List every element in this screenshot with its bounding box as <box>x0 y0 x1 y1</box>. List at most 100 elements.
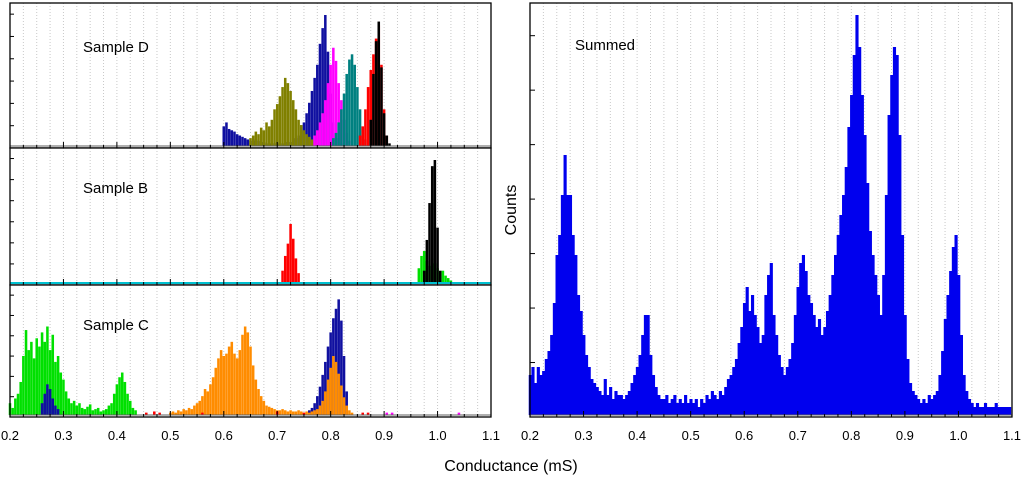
bar <box>193 405 196 415</box>
bar <box>874 275 878 415</box>
bar <box>177 410 180 415</box>
bar <box>686 403 690 415</box>
bar <box>732 367 736 415</box>
bar <box>110 403 113 415</box>
bar <box>983 403 988 415</box>
bar <box>324 15 327 146</box>
bar <box>51 398 55 415</box>
bar <box>11 407 14 415</box>
bar <box>72 400 76 415</box>
bar <box>436 227 439 283</box>
bar <box>46 384 49 415</box>
bar <box>337 299 340 415</box>
bar <box>892 47 897 415</box>
bar <box>201 412 204 415</box>
bar <box>552 303 556 415</box>
bar <box>324 100 327 146</box>
x-tick-label: 0.7 <box>268 428 286 443</box>
bar <box>721 395 725 415</box>
bar <box>654 387 658 415</box>
y-axis-title: Counts <box>503 185 520 236</box>
bar <box>235 134 239 146</box>
bar <box>917 399 921 415</box>
bar <box>374 41 378 147</box>
bar <box>769 263 773 415</box>
bar <box>590 379 594 415</box>
x-tick-label: 0.8 <box>322 428 340 443</box>
bar <box>286 83 290 146</box>
summed-label: Summed <box>575 37 635 54</box>
bar <box>630 383 634 415</box>
bar <box>30 341 33 415</box>
bar <box>321 400 324 415</box>
bar <box>737 343 741 415</box>
panel-sample-d <box>9 2 492 149</box>
bar <box>842 195 846 415</box>
bar <box>334 132 338 146</box>
x-tick-label: 1.0 <box>949 428 967 443</box>
bar <box>651 375 656 415</box>
bar <box>823 327 827 415</box>
bar <box>64 391 68 415</box>
bar <box>209 384 212 415</box>
bar <box>281 270 284 283</box>
bar <box>420 255 423 283</box>
bar <box>611 399 615 415</box>
bar <box>305 411 308 415</box>
bar <box>1000 407 1004 415</box>
bar <box>788 359 792 415</box>
bar <box>783 375 787 415</box>
bar <box>775 335 779 415</box>
bar <box>385 135 389 146</box>
bar <box>270 407 274 415</box>
bar <box>858 47 862 415</box>
bar <box>718 391 722 415</box>
bar <box>99 411 103 415</box>
bar <box>750 295 755 415</box>
bar <box>308 136 311 146</box>
x-tick-label: 0.4 <box>108 428 126 443</box>
bar <box>903 315 907 415</box>
bar <box>24 330 28 415</box>
bar <box>954 235 958 415</box>
bar <box>318 405 322 415</box>
bar <box>539 375 543 415</box>
bar <box>291 100 295 146</box>
bar <box>369 119 373 146</box>
panel-sample-b <box>9 147 492 286</box>
bar <box>433 160 437 283</box>
bar <box>318 122 322 146</box>
bar <box>289 410 292 415</box>
bar <box>555 255 559 415</box>
x-tick-label: 1.1 <box>482 428 500 443</box>
bar <box>550 335 554 415</box>
bar <box>217 358 220 415</box>
bar <box>388 143 391 146</box>
bar <box>14 398 17 415</box>
bar <box>249 138 252 146</box>
bar <box>334 60 338 146</box>
x-tick-label: 0.3 <box>575 428 593 443</box>
bar <box>40 332 44 415</box>
bar <box>78 403 81 415</box>
bar <box>1008 407 1012 415</box>
bar <box>62 379 65 415</box>
bar <box>361 126 365 146</box>
bar <box>957 275 961 415</box>
bar <box>225 122 228 146</box>
bar <box>908 383 913 415</box>
bar <box>659 399 664 415</box>
bar <box>257 389 260 415</box>
bar <box>825 311 830 415</box>
bar <box>281 87 284 146</box>
x-tick-label: 0.6 <box>735 428 753 443</box>
bar <box>342 356 346 415</box>
bar <box>943 319 947 415</box>
x-tick-label: 1.0 <box>429 428 447 443</box>
bar <box>206 391 210 415</box>
bar <box>350 412 354 415</box>
bar <box>828 295 832 415</box>
bar <box>88 404 92 415</box>
bar <box>906 359 910 415</box>
